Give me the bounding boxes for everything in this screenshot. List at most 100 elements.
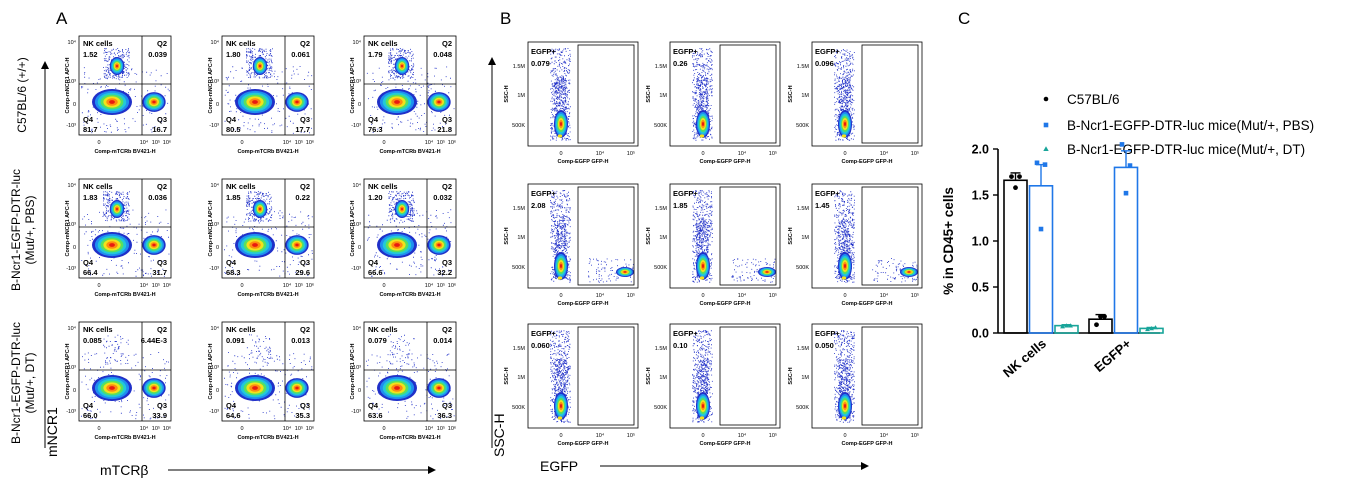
density-blob	[252, 100, 258, 104]
y-tick-label: 0.0	[972, 327, 989, 341]
y-tick-label: 1.5M	[655, 206, 668, 212]
flow-plot-b: EGFP+ 2.08 1.5M 1M 500K 0 10⁴ 10⁵ Comp-EGFP GFP-…	[504, 183, 639, 307]
y-tick-label: 1.5M	[513, 206, 526, 212]
legend-marker	[1043, 122, 1049, 128]
data-point	[1042, 162, 1048, 167]
density-blob	[437, 386, 441, 390]
gate-name-nk: NK cells	[83, 182, 113, 191]
data-point	[1094, 322, 1099, 328]
q3-value: 31.7	[152, 268, 167, 277]
gate-name-egfp: EGFP+	[673, 189, 698, 198]
gate-name-q3: Q3	[300, 258, 310, 267]
y-axis-title: Comp-mNCR1 APC-H	[208, 57, 214, 113]
gate-name-q2: Q2	[300, 325, 310, 334]
x-axis-title: Comp-mTCRb BV421-H	[237, 149, 298, 155]
y-tick-label: 0.5	[972, 281, 989, 295]
y-tick-label: -10³	[209, 123, 219, 129]
egfp-gate	[577, 186, 635, 286]
density-blob	[765, 271, 769, 273]
x-tick-label: 10⁴	[425, 139, 434, 146]
gate-name-q2: Q2	[300, 39, 310, 48]
x-tick-label: 0	[843, 433, 846, 439]
data-point	[1098, 314, 1103, 319]
density-blob	[295, 386, 299, 390]
y-tick-label: -10³	[209, 409, 219, 415]
legend-entry: B-Ncr1-EGFP-DTR-luc mice(Mut/+, DT)	[1067, 142, 1305, 157]
x-tick-label: 10⁴	[283, 425, 292, 432]
y-tick-label: 500K	[512, 123, 525, 129]
density-blob	[152, 100, 156, 104]
x-tick-label: 10⁵	[627, 432, 635, 439]
gate-name-egfp: EGFP+	[531, 189, 556, 198]
gate-name-q4: Q4	[83, 115, 94, 124]
egfp-gate	[861, 186, 919, 286]
density-core	[841, 134, 847, 138]
y-axis-title: SSC-H	[646, 227, 652, 244]
y-tick-label: 1M	[659, 375, 667, 381]
data-point	[1149, 326, 1154, 331]
nk-value: 1.80	[226, 50, 241, 59]
density-blob	[109, 386, 115, 390]
panel-label-a: A	[56, 9, 68, 28]
egfp-value: 0.079	[531, 59, 550, 68]
x-tick-label: 10⁴	[283, 282, 292, 289]
x-tick-label: 10⁴	[425, 282, 434, 289]
x-tick-label: 10⁵	[627, 292, 635, 299]
panel-label-b: B	[500, 9, 511, 28]
density-blob	[702, 404, 704, 408]
panel-b-flow-plots: EGFP+ 0.079 1.5M 1M 500K 0 10⁴ 10⁵ Comp-EGFP GFP…	[504, 41, 923, 447]
flow-plot-a: NK cells0.085Q26.44E-3Q466.0Q333.910⁴10³…	[65, 321, 172, 441]
flow-plot-b: EGFP+ 0.060 1.5M 1M 500K 0 10⁴ 10⁵ Comp-EGFP GFP…	[504, 323, 639, 447]
gate-name-q2: Q2	[442, 39, 452, 48]
y-tick-label: 2.0	[972, 143, 989, 157]
density-blob	[560, 122, 562, 126]
y-tick-label: 0	[216, 245, 219, 251]
y-tick-label: 1M	[517, 93, 525, 99]
plot-frame	[669, 41, 781, 147]
density-blob	[295, 243, 299, 247]
data-point	[1145, 326, 1150, 332]
x-tick-label: 0	[382, 426, 385, 432]
density-core	[699, 276, 705, 280]
nk-value: 1.20	[368, 193, 383, 202]
y-tick-label: 10⁴	[211, 325, 220, 332]
scatter-dots	[103, 334, 129, 365]
plot-frame	[363, 178, 457, 279]
x-tick-label: 0	[701, 151, 704, 157]
x-tick-label: 10⁵	[627, 150, 635, 157]
data-point	[1064, 323, 1069, 328]
y-axis-title: SSC-H	[788, 367, 794, 384]
flow-plot-b: EGFP+ 0.10 1.5M 1M 500K 0 10⁴ 10⁵ Comp-EGFP GFP-…	[646, 323, 781, 447]
flow-plot-a: NK cells0.079Q20.014Q463.6Q336.310⁴10³0-…	[350, 321, 457, 441]
x-axis-title: Comp-EGFP GFP-H	[700, 301, 751, 307]
q2-value: 0.22	[295, 193, 310, 202]
flow-plot-b: EGFP+ 0.096 1.5M 1M 500K 0 10⁴ 10⁵ Comp-EGFP GFP…	[788, 41, 923, 165]
row-label-line: B-Ncr1-EGFP-DTR-luc	[9, 169, 23, 291]
x-tick-label: 10⁵	[295, 282, 303, 289]
gate-name-nk: NK cells	[368, 182, 398, 191]
flow-plot-b: EGFP+ 0.26 1.5M 1M 500K 0 10⁴ 10⁵ Comp-EGFP GFP-…	[646, 41, 781, 165]
q3-value: 16.7	[152, 125, 167, 134]
flow-plot-b: EGFP+ 1.85 1.5M 1M 500K 0 10⁴ 10⁵ Comp-EGFP GFP-…	[646, 183, 781, 307]
x-axis-title: Comp-mTCRb BV421-H	[237, 435, 298, 441]
x-tick-label: 10⁵	[437, 425, 445, 432]
x-tick-label: 10⁶	[163, 139, 171, 146]
plot-frame	[811, 183, 923, 289]
density-blob	[252, 386, 258, 390]
x-axis-title: Comp-EGFP GFP-H	[842, 159, 893, 165]
density-blob	[152, 386, 156, 390]
y-tick-label: 500K	[654, 405, 667, 411]
egfp-gate	[719, 44, 777, 144]
data-point	[1013, 185, 1018, 191]
x-tick-label: 10⁵	[911, 432, 919, 439]
y-tick-label: 500K	[512, 265, 525, 271]
x-tick-label: 10⁴	[140, 282, 149, 289]
gate-name-q3: Q3	[300, 401, 310, 410]
scatter-dots	[388, 48, 415, 79]
density-blob	[252, 243, 258, 247]
q3-value: 17.7	[295, 125, 310, 134]
nk-value: 0.091	[226, 336, 245, 345]
density-blob	[702, 122, 704, 126]
y-axis-title: Comp-mNCR1 APC-H	[65, 343, 71, 399]
